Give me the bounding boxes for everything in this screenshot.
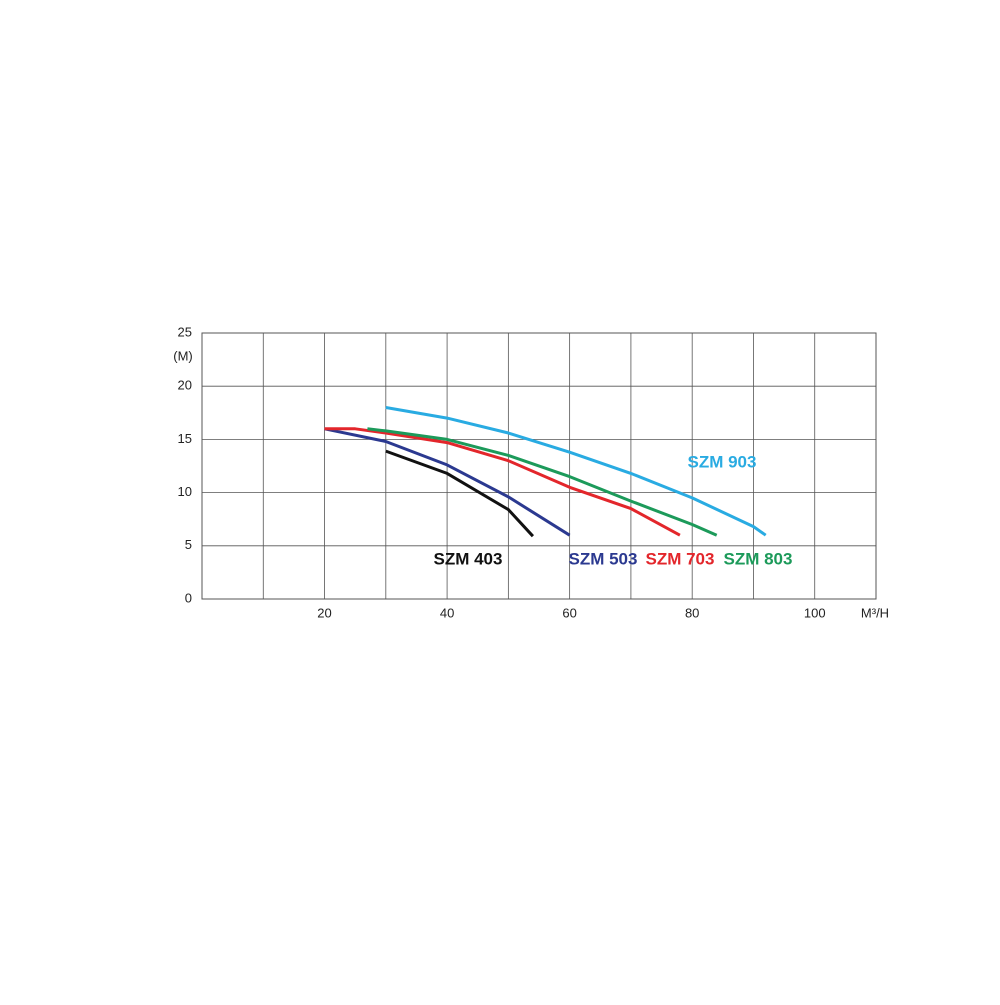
x-tick-label: 100 xyxy=(804,605,826,620)
y-tick-label: 5 xyxy=(185,537,192,552)
y-tick-label: 10 xyxy=(178,484,192,499)
plot-frame xyxy=(201,332,877,600)
curve xyxy=(324,427,681,537)
x-tick-label: 60 xyxy=(562,605,576,620)
y-axis-label: (M) xyxy=(173,348,193,363)
x-tick-label: 80 xyxy=(685,605,699,620)
series-label: SZM 803 xyxy=(724,549,793,568)
series-label: SZM 403 xyxy=(434,549,503,568)
curve xyxy=(385,449,535,538)
x-axis-label: M³/H xyxy=(861,605,889,620)
y-tick-label: 0 xyxy=(185,590,192,605)
curve xyxy=(385,406,767,537)
y-tick-label: 25 xyxy=(178,324,192,339)
curve xyxy=(324,427,571,537)
series-label: SZM 503 xyxy=(569,549,638,568)
curve xyxy=(367,427,718,537)
x-tick-label: 20 xyxy=(317,605,331,620)
x-tick-label: 40 xyxy=(440,605,454,620)
y-tick-label: 20 xyxy=(178,378,192,393)
series-label: SZM 903 xyxy=(688,452,757,471)
y-tick-label: 15 xyxy=(178,431,192,446)
series-label: SZM 703 xyxy=(646,549,715,568)
